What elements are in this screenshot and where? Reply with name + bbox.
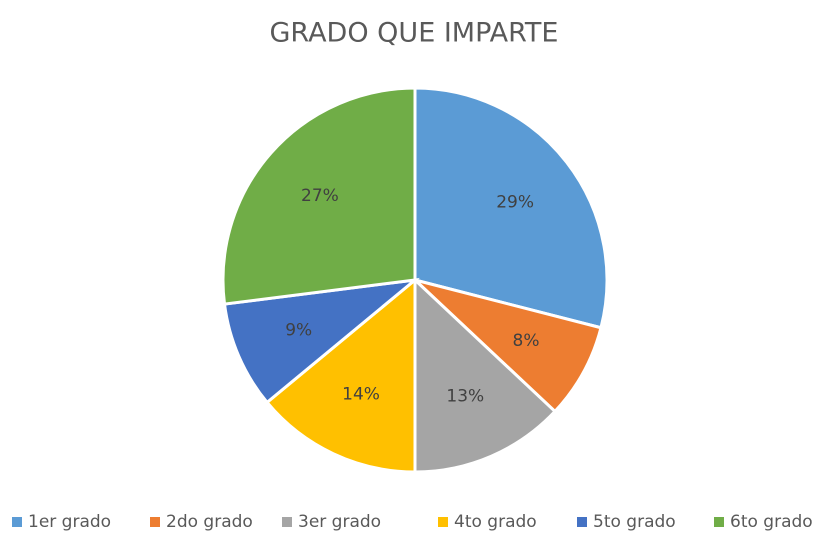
legend-label: 2do grado bbox=[166, 512, 253, 532]
legend-swatch bbox=[577, 517, 587, 527]
pie-slice bbox=[413, 86, 609, 330]
legend-label: 3er grado bbox=[298, 512, 381, 532]
legend-label: 5to grado bbox=[593, 512, 676, 532]
legend-swatch bbox=[150, 517, 160, 527]
data-label: 27% bbox=[301, 186, 339, 206]
pie-slice bbox=[413, 278, 603, 414]
data-label: 8% bbox=[513, 331, 540, 351]
data-label: 9% bbox=[285, 320, 312, 340]
legend-swatch bbox=[12, 517, 22, 527]
legend-label: 6to grado bbox=[730, 512, 813, 532]
data-label: 14% bbox=[342, 385, 380, 405]
legend-swatch bbox=[438, 517, 448, 527]
data-label: 29% bbox=[496, 192, 534, 212]
pie-slice bbox=[221, 86, 417, 306]
legend-label: 1er grado bbox=[28, 512, 111, 532]
pie-slice bbox=[222, 277, 420, 405]
pie-slice bbox=[264, 276, 417, 474]
pie-slice bbox=[413, 276, 558, 474]
data-label: 13% bbox=[446, 386, 484, 406]
chart-title: GRADO QUE IMPARTE bbox=[270, 18, 559, 49]
legend-swatch bbox=[714, 517, 724, 527]
legend-label: 4to grado bbox=[454, 512, 537, 532]
legend-swatch bbox=[282, 517, 292, 527]
